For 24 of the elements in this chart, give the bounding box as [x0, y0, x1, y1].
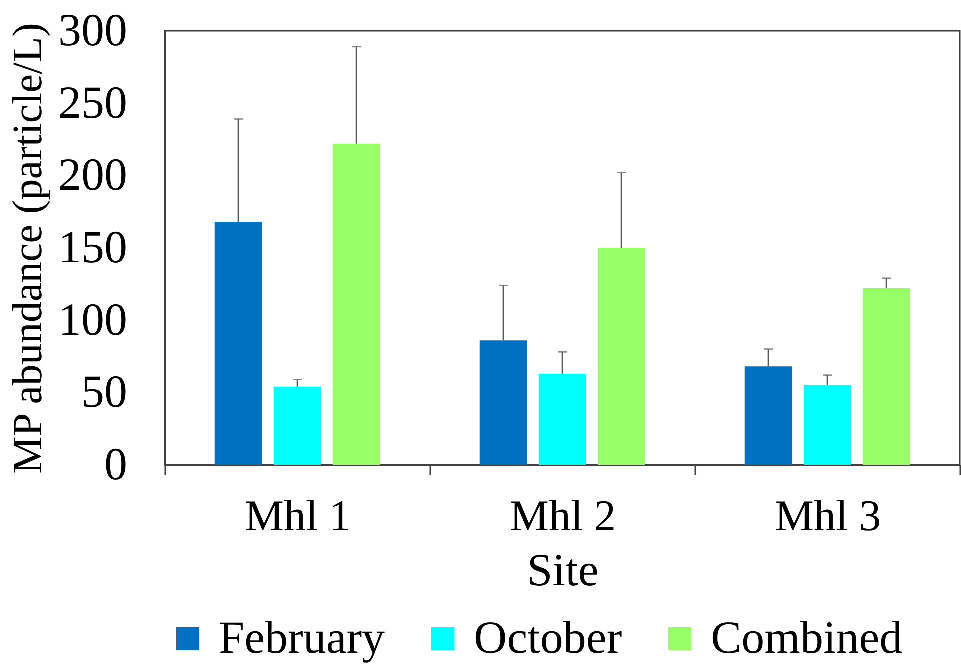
y-tick-label: 0 [104, 438, 128, 490]
bar [598, 248, 646, 465]
y-tick-label: 150 [58, 222, 128, 272]
legend-label: October [474, 612, 622, 663]
bar [804, 385, 852, 465]
y-tick-label: 200 [58, 149, 128, 200]
bar [214, 222, 262, 465]
bar [332, 144, 380, 465]
bar [744, 366, 792, 465]
x-tick-label: Mhl 3 [774, 492, 882, 540]
legend-label: Combined [711, 612, 903, 663]
y-tick-label: 250 [58, 76, 128, 128]
x-tick-label: Mhl 2 [510, 492, 616, 540]
x-axis-title: Site [527, 544, 599, 596]
bar [274, 386, 322, 465]
y-tick-label: 300 [58, 4, 128, 56]
y-axis-title: MP abundance (particle/L) [6, 23, 52, 474]
legend-label: February [219, 612, 386, 663]
bar [862, 288, 910, 465]
bar [538, 374, 586, 465]
y-tick-label: 100 [58, 294, 128, 345]
y-tick-label: 50 [82, 366, 128, 418]
x-tick-label: Mhl 1 [244, 492, 352, 540]
bar [480, 340, 528, 465]
